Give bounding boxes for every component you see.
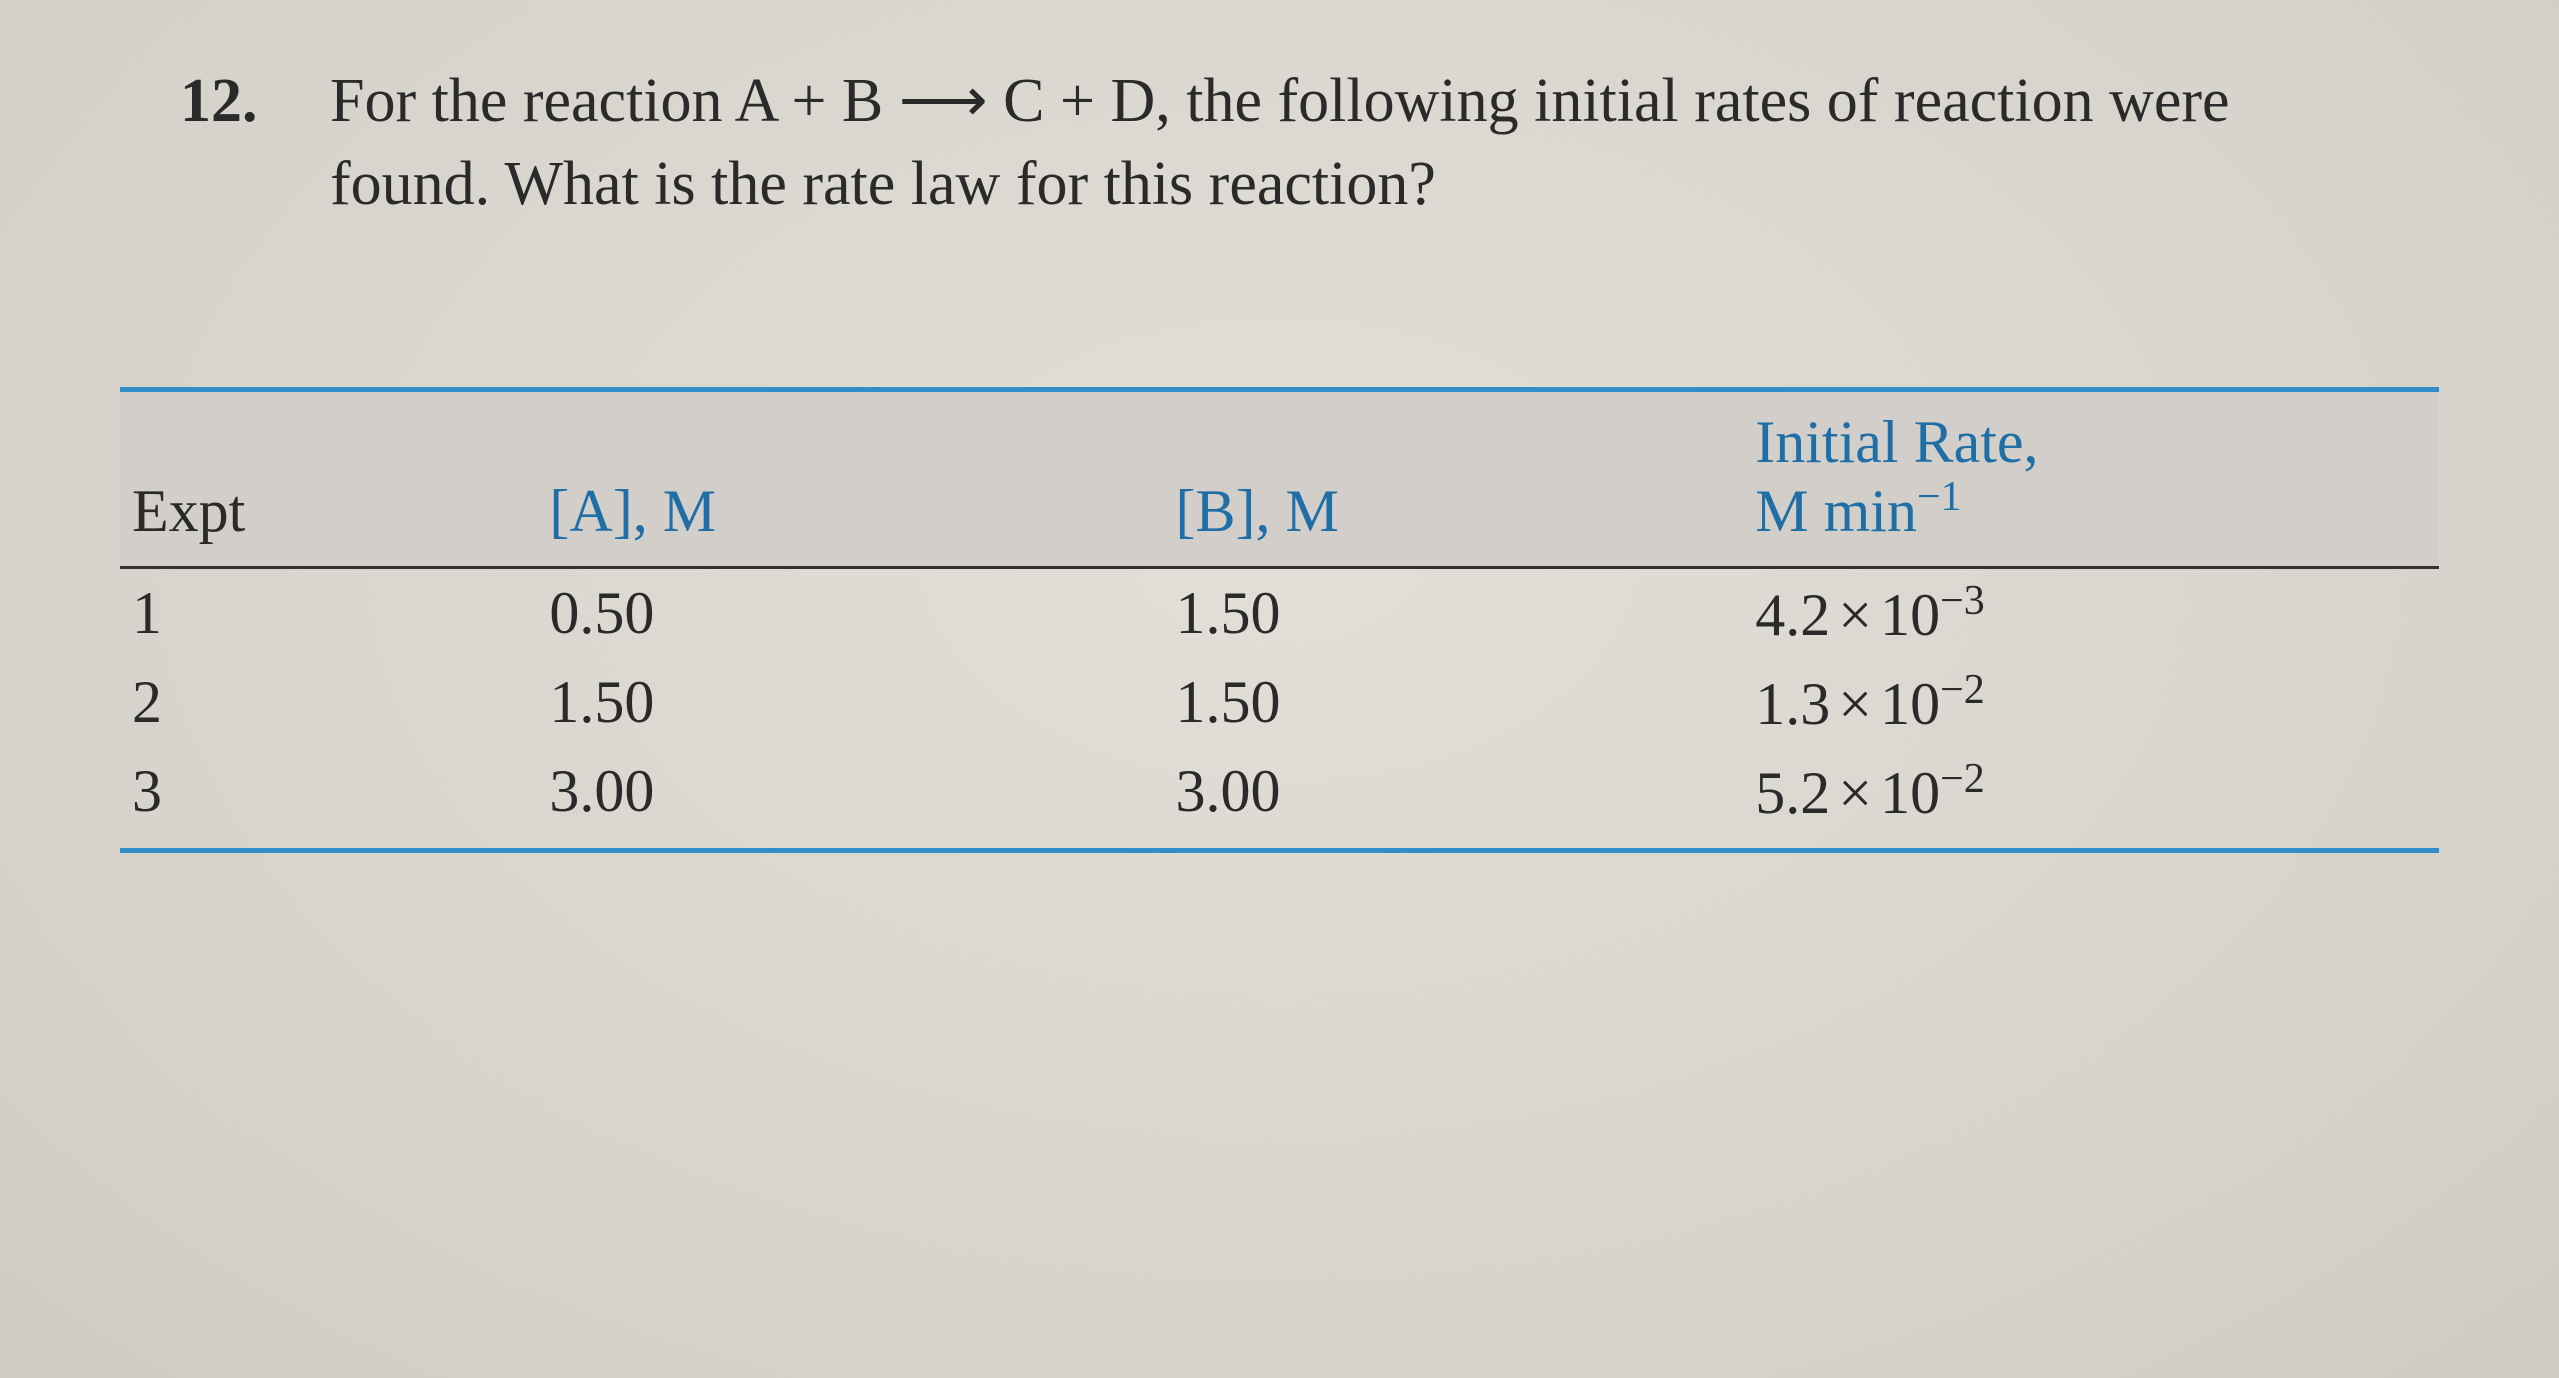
ten: 10 xyxy=(1880,582,1940,648)
table-row: 3 3.00 3.00 5.2×10−2 xyxy=(120,747,2439,851)
rate-exp: −2 xyxy=(1940,756,1985,802)
rate-exp: −3 xyxy=(1940,578,1985,624)
col-header-rate-line2-prefix: M min xyxy=(1755,478,1917,544)
rate-exp: −2 xyxy=(1940,667,1985,713)
cell-expt: 3 xyxy=(120,747,537,851)
ten: 10 xyxy=(1880,760,1940,826)
cell-b: 3.00 xyxy=(1164,747,1744,851)
col-header-expt: Expt xyxy=(120,390,537,568)
col-header-rate: Initial Rate, M min−1 xyxy=(1743,390,2439,568)
table-body: 1 0.50 1.50 4.2×10−3 2 1.50 1.50 xyxy=(120,567,2439,850)
cell-rate: 4.2×10−3 xyxy=(1743,567,2439,658)
times-glyph: × xyxy=(1830,760,1880,826)
cell-a: 3.00 xyxy=(537,747,1163,851)
question-text: For the reaction A + B ⟶ C + D, the foll… xyxy=(330,60,2399,227)
times-glyph: × xyxy=(1830,671,1880,737)
table-row: 2 1.50 1.50 1.3×10−2 xyxy=(120,658,2439,747)
cell-expt: 2 xyxy=(120,658,537,747)
rate-mantissa: 5.2 xyxy=(1755,760,1830,826)
table-header-row: Expt [A], M [B], M Initial Rate, M min−1 xyxy=(120,390,2439,568)
cell-expt: 1 xyxy=(120,567,537,658)
table-row: 1 0.50 1.50 4.2×10−3 xyxy=(120,567,2439,658)
cell-rate: 5.2×10−2 xyxy=(1743,747,2439,851)
col-header-a: [A], M xyxy=(537,390,1163,568)
rate-mantissa: 4.2 xyxy=(1755,582,1830,648)
col-header-rate-line2-exp: −1 xyxy=(1917,474,1962,520)
ten: 10 xyxy=(1880,671,1940,737)
question-block: 12. For the reaction A + B ⟶ C + D, the … xyxy=(180,60,2399,227)
rate-mantissa: 1.3 xyxy=(1755,671,1830,737)
data-table: Expt [A], M [B], M Initial Rate, M min−1… xyxy=(120,387,2439,853)
col-header-rate-line1: Initial Rate, xyxy=(1755,409,2038,475)
question-number: 12. xyxy=(180,60,330,144)
cell-a: 0.50 xyxy=(537,567,1163,658)
cell-a: 1.50 xyxy=(537,658,1163,747)
data-table-wrap: Expt [A], M [B], M Initial Rate, M min−1… xyxy=(120,387,2439,853)
cell-b: 1.50 xyxy=(1164,658,1744,747)
cell-b: 1.50 xyxy=(1164,567,1744,658)
col-header-b: [B], M xyxy=(1164,390,1744,568)
page: 12. For the reaction A + B ⟶ C + D, the … xyxy=(0,0,2559,1378)
cell-rate: 1.3×10−2 xyxy=(1743,658,2439,747)
times-glyph: × xyxy=(1830,582,1880,648)
